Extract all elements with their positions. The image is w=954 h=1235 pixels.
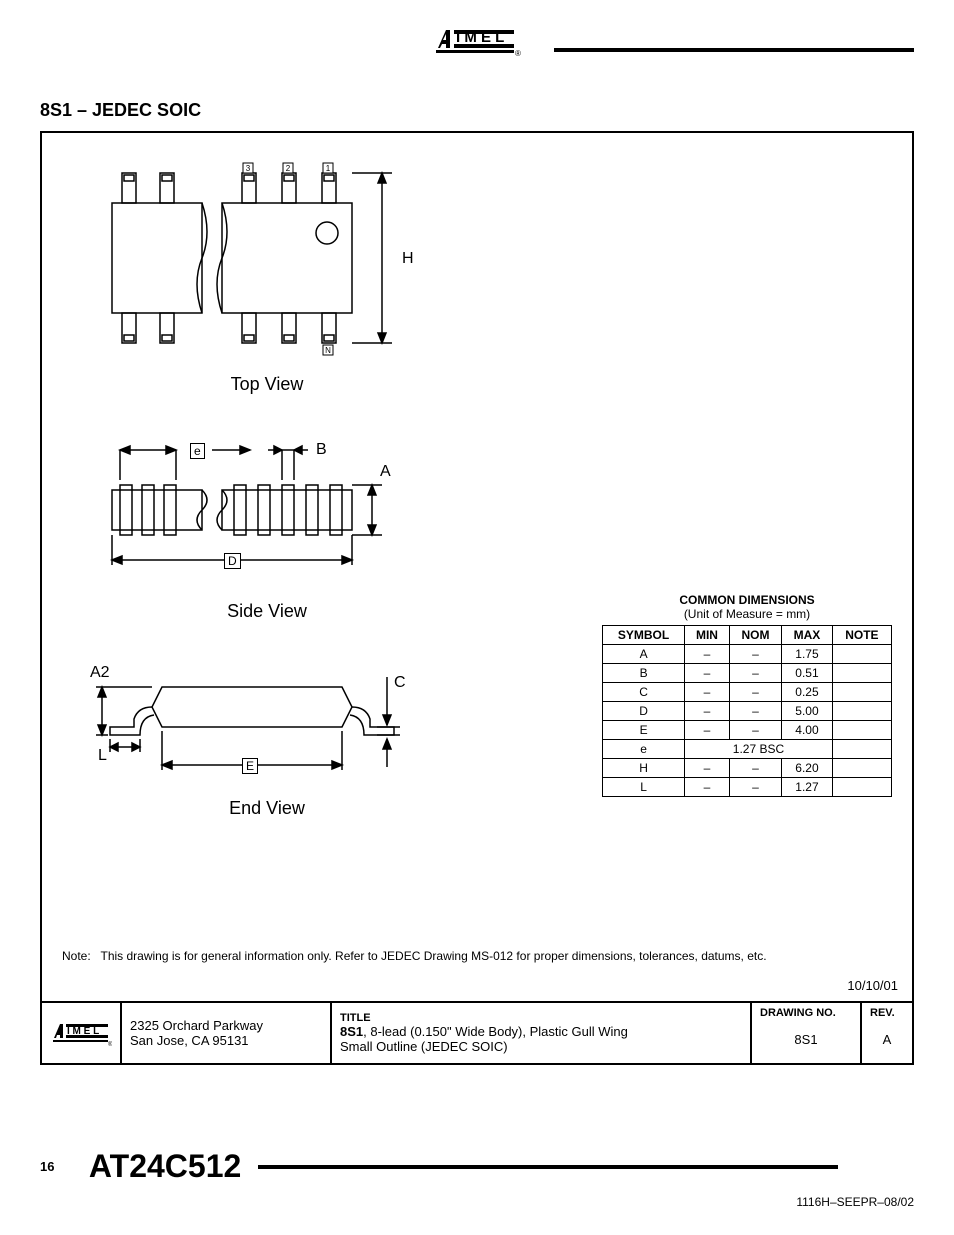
top-view-diagram: 3 2 1 N H <box>82 153 452 363</box>
svg-text:®: ® <box>108 1041 112 1048</box>
dim-table-title: COMMON DIMENSIONS <box>602 593 892 607</box>
table-row: E––4.00 <box>603 721 892 740</box>
table-row: L––1.27 <box>603 778 892 797</box>
note-label: Note: <box>62 949 91 963</box>
titleblock-drawno: DRAWING NO. 8S1 <box>752 1003 862 1063</box>
svg-text:B: B <box>316 441 327 458</box>
dimension-table: SYMBOL MIN NOM MAX NOTE A––1.75B––0.51C–… <box>602 625 892 797</box>
part-number: AT24C512 <box>89 1148 241 1185</box>
drawno-label: DRAWING NO. <box>760 1007 852 1019</box>
dim-th-symbol: SYMBOL <box>603 626 685 645</box>
table-row: D––5.00 <box>603 702 892 721</box>
dim-th-min: MIN <box>685 626 730 645</box>
table-row: C––0.25 <box>603 683 892 702</box>
dim-th-note: NOTE <box>832 626 891 645</box>
dimension-table-wrap: COMMON DIMENSIONS (Unit of Measure = mm)… <box>602 593 892 797</box>
footer-rule <box>258 1165 838 1169</box>
svg-text:®: ® <box>515 49 521 58</box>
document-id: 1116H–SEEPR–08/02 <box>796 1195 914 1209</box>
svg-text:N: N <box>325 346 331 355</box>
title-line2: Small Outline (JEDEC SOIC) <box>340 1039 742 1054</box>
rev-label: REV. <box>870 1007 904 1019</box>
svg-text:3: 3 <box>246 164 251 173</box>
titleblock-rev: REV. A <box>862 1003 912 1063</box>
svg-text:A2: A2 <box>90 664 110 681</box>
dim-H-label: H <box>402 250 414 267</box>
end-view-label: End View <box>82 798 452 819</box>
page-footer: 16 AT24C512 <box>40 1148 914 1185</box>
svg-text:I M E L: I M E L <box>67 1026 99 1037</box>
svg-text:I M E L: I M E L <box>456 29 504 46</box>
svg-text:A: A <box>380 463 391 480</box>
side-view-label: Side View <box>82 601 452 622</box>
title-line1: 8S1, 8-lead (0.150" Wide Body), Plastic … <box>340 1024 742 1039</box>
svg-text:1: 1 <box>326 164 331 173</box>
rev-value: A <box>870 1019 904 1059</box>
title-label: TITLE <box>340 1012 742 1024</box>
titleblock-logo-cell: I M E L ® <box>42 1003 122 1063</box>
addr-line1: 2325 Orchard Parkway <box>130 1018 322 1033</box>
top-view-label: Top View <box>82 374 452 395</box>
side-view-diagram: e B A D <box>82 420 452 590</box>
atmel-logo: I M E L ® <box>432 20 522 64</box>
dim-table-subtitle: (Unit of Measure = mm) <box>602 607 892 621</box>
atmel-logo-small: I M E L ® <box>50 1018 112 1048</box>
section-title: 8S1 – JEDEC SOIC <box>40 100 914 121</box>
figure-area: 3 2 1 N H Top View <box>82 153 452 819</box>
table-row: e1.27 BSC <box>603 740 892 759</box>
header-rule <box>554 48 914 52</box>
page-number: 16 <box>40 1159 54 1174</box>
svg-text:2: 2 <box>286 164 291 173</box>
drawno-value: 8S1 <box>760 1019 852 1059</box>
drawing-box: 3 2 1 N H Top View <box>40 131 914 1065</box>
table-row: B––0.51 <box>603 664 892 683</box>
dim-th-nom: NOM <box>729 626 781 645</box>
svg-text:L: L <box>98 747 107 764</box>
titleblock-address: 2325 Orchard Parkway San Jose, CA 95131 <box>122 1003 332 1063</box>
titleblock-title: TITLE 8S1, 8-lead (0.150" Wide Body), Pl… <box>332 1003 752 1063</box>
title-block: I M E L ® 2325 Orchard Parkway San Jose,… <box>42 1001 912 1063</box>
table-row: H––6.20 <box>603 759 892 778</box>
drawing-note: Note: This drawing is for general inform… <box>62 949 767 963</box>
note-text: This drawing is for general information … <box>100 949 766 963</box>
header: I M E L ® <box>40 20 914 70</box>
table-row: A––1.75 <box>603 645 892 664</box>
dim-th-max: MAX <box>782 626 833 645</box>
svg-text:C: C <box>394 674 406 691</box>
drawing-date: 10/10/01 <box>847 978 898 993</box>
end-view-diagram: A2 C L E <box>82 647 452 787</box>
addr-line2: San Jose, CA 95131 <box>130 1033 322 1048</box>
